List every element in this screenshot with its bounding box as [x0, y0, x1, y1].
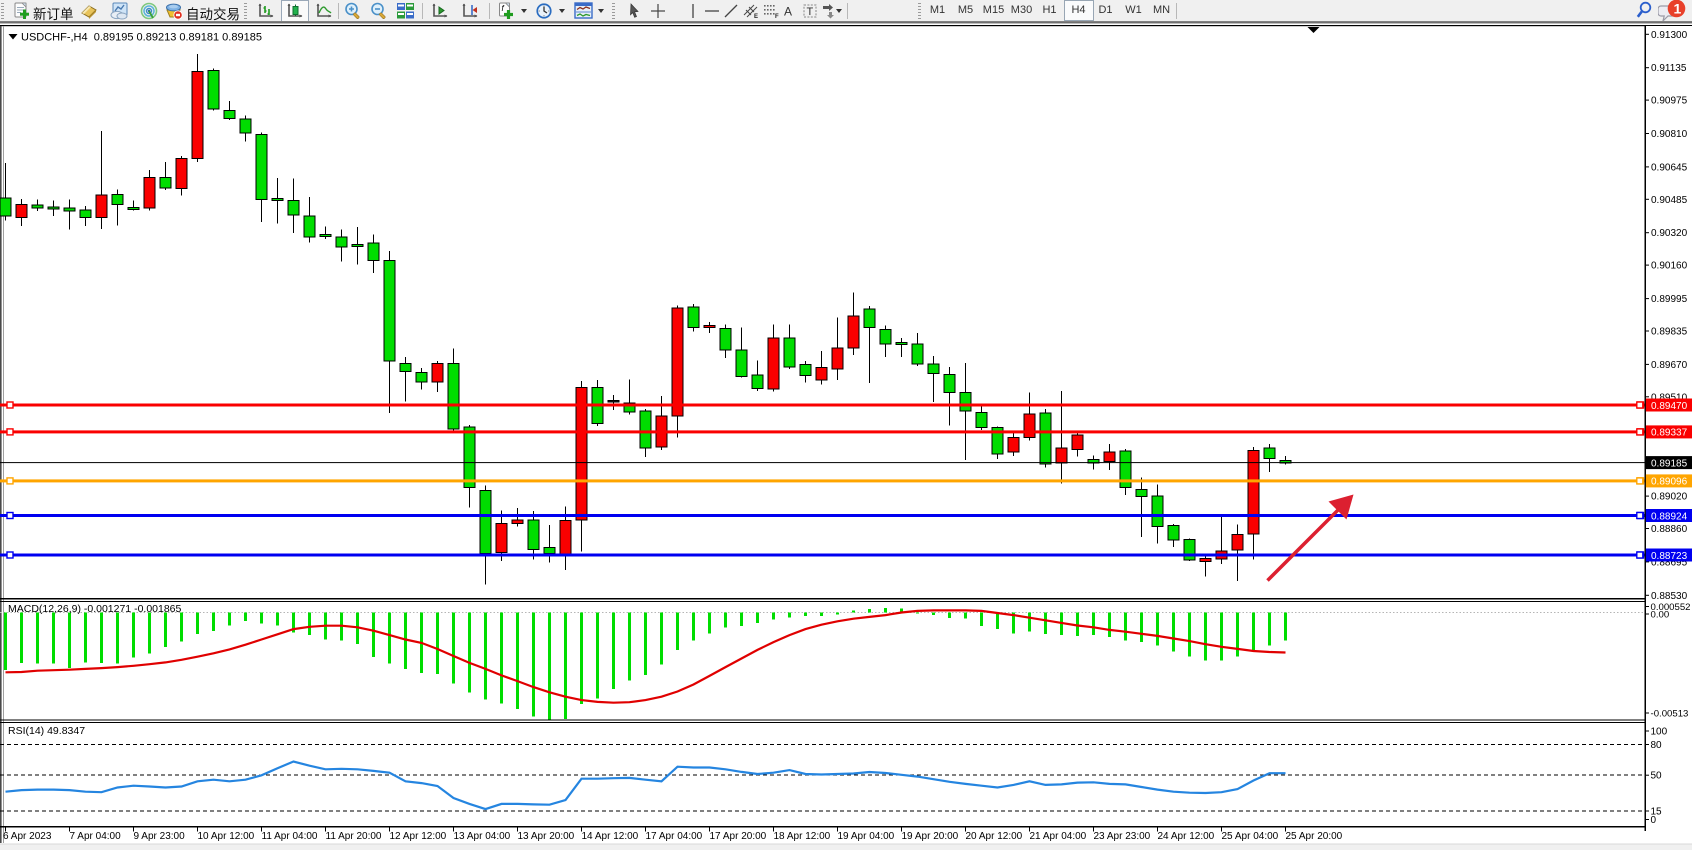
svg-text:0.88695: 0.88695 [1651, 557, 1688, 568]
svg-text:6 Apr 2023: 6 Apr 2023 [3, 831, 52, 842]
svg-text:9 Apr 23:00: 9 Apr 23:00 [134, 831, 186, 842]
svg-text:0.90645: 0.90645 [1651, 162, 1688, 173]
svg-text:T: T [807, 6, 814, 18]
svg-text:0.90485: 0.90485 [1651, 195, 1688, 206]
svg-text:0.88860: 0.88860 [1651, 524, 1688, 535]
svg-text:0.89470: 0.89470 [1651, 401, 1688, 412]
svg-text:24 Apr 12:00: 24 Apr 12:00 [1158, 831, 1215, 842]
svg-text:21 Apr 04:00: 21 Apr 04:00 [1030, 831, 1087, 842]
svg-text:0.89337: 0.89337 [1651, 428, 1688, 439]
svg-text:17 Apr 04:00: 17 Apr 04:00 [646, 831, 703, 842]
svg-text:0: 0 [1651, 815, 1657, 826]
svg-text:USDCHF-,H4 0.89195 0.89213 0.: USDCHF-,H4 0.89195 0.89213 0.89181 0.891… [21, 32, 262, 44]
svg-text:11 Apr 04:00: 11 Apr 04:00 [262, 831, 318, 842]
svg-text:19 Apr 20:00: 19 Apr 20:00 [902, 831, 959, 842]
svg-text:0.88723: 0.88723 [1651, 551, 1688, 562]
svg-text:50: 50 [1651, 771, 1663, 782]
svg-text:18 Apr 12:00: 18 Apr 12:00 [774, 831, 831, 842]
svg-text:12 Apr 12:00: 12 Apr 12:00 [390, 831, 447, 842]
svg-text:13 Apr 20:00: 13 Apr 20:00 [518, 831, 575, 842]
svg-text:10 Apr 12:00: 10 Apr 12:00 [198, 831, 255, 842]
svg-text:f: f [502, 4, 505, 13]
svg-text:13 Apr 04:00: 13 Apr 04:00 [454, 831, 511, 842]
svg-text:0.89835: 0.89835 [1651, 327, 1688, 338]
svg-text:11 Apr 20:00: 11 Apr 20:00 [326, 831, 382, 842]
svg-text:0.00: 0.00 [1651, 610, 1670, 621]
svg-text:0.89995: 0.89995 [1651, 294, 1688, 305]
svg-text:0.88924: 0.88924 [1651, 511, 1688, 522]
svg-text:F: F [775, 14, 779, 20]
svg-text:20 Apr 12:00: 20 Apr 12:00 [966, 831, 1023, 842]
svg-text:RSI(14) 49.8347: RSI(14) 49.8347 [8, 725, 85, 737]
svg-text:0.89510: 0.89510 [1651, 392, 1688, 403]
svg-text:19 Apr 04:00: 19 Apr 04:00 [838, 831, 895, 842]
svg-text:0.90320: 0.90320 [1651, 228, 1688, 239]
svg-text:0.000552: 0.000552 [1651, 602, 1691, 613]
svg-text:0.91300: 0.91300 [1651, 30, 1688, 41]
svg-text:1: 1 [1674, 1, 1682, 17]
svg-text:25 Apr 20:00: 25 Apr 20:00 [1286, 831, 1343, 842]
svg-text:A: A [784, 5, 792, 19]
svg-text:14 Apr 12:00: 14 Apr 12:00 [582, 831, 639, 842]
svg-text:0.88530: 0.88530 [1651, 591, 1688, 602]
svg-text:23 Apr 23:00: 23 Apr 23:00 [1094, 831, 1151, 842]
svg-text:80: 80 [1651, 740, 1663, 751]
svg-text:0.91135: 0.91135 [1651, 63, 1687, 74]
svg-text:17 Apr 20:00: 17 Apr 20:00 [710, 831, 767, 842]
svg-text:0.90810: 0.90810 [1651, 129, 1688, 140]
svg-text:100: 100 [1651, 727, 1668, 738]
svg-text:15: 15 [1651, 807, 1663, 818]
svg-text:E: E [754, 14, 758, 20]
svg-text:25 Apr 04:00: 25 Apr 04:00 [1222, 831, 1279, 842]
svg-text:0.89020: 0.89020 [1651, 492, 1688, 503]
svg-text:0.89096: 0.89096 [1651, 477, 1688, 488]
svg-text:0.89185: 0.89185 [1651, 458, 1688, 469]
svg-text:7 Apr 04:00: 7 Apr 04:00 [70, 831, 122, 842]
svg-text:MACD(12,26,9) -0.001271 -0.001: MACD(12,26,9) -0.001271 -0.001865 [8, 603, 182, 615]
svg-text:0.89670: 0.89670 [1651, 360, 1688, 371]
svg-text:0.90975: 0.90975 [1651, 96, 1688, 107]
svg-text:-0.00513: -0.00513 [1651, 709, 1689, 720]
svg-text:0.90160: 0.90160 [1651, 261, 1688, 272]
